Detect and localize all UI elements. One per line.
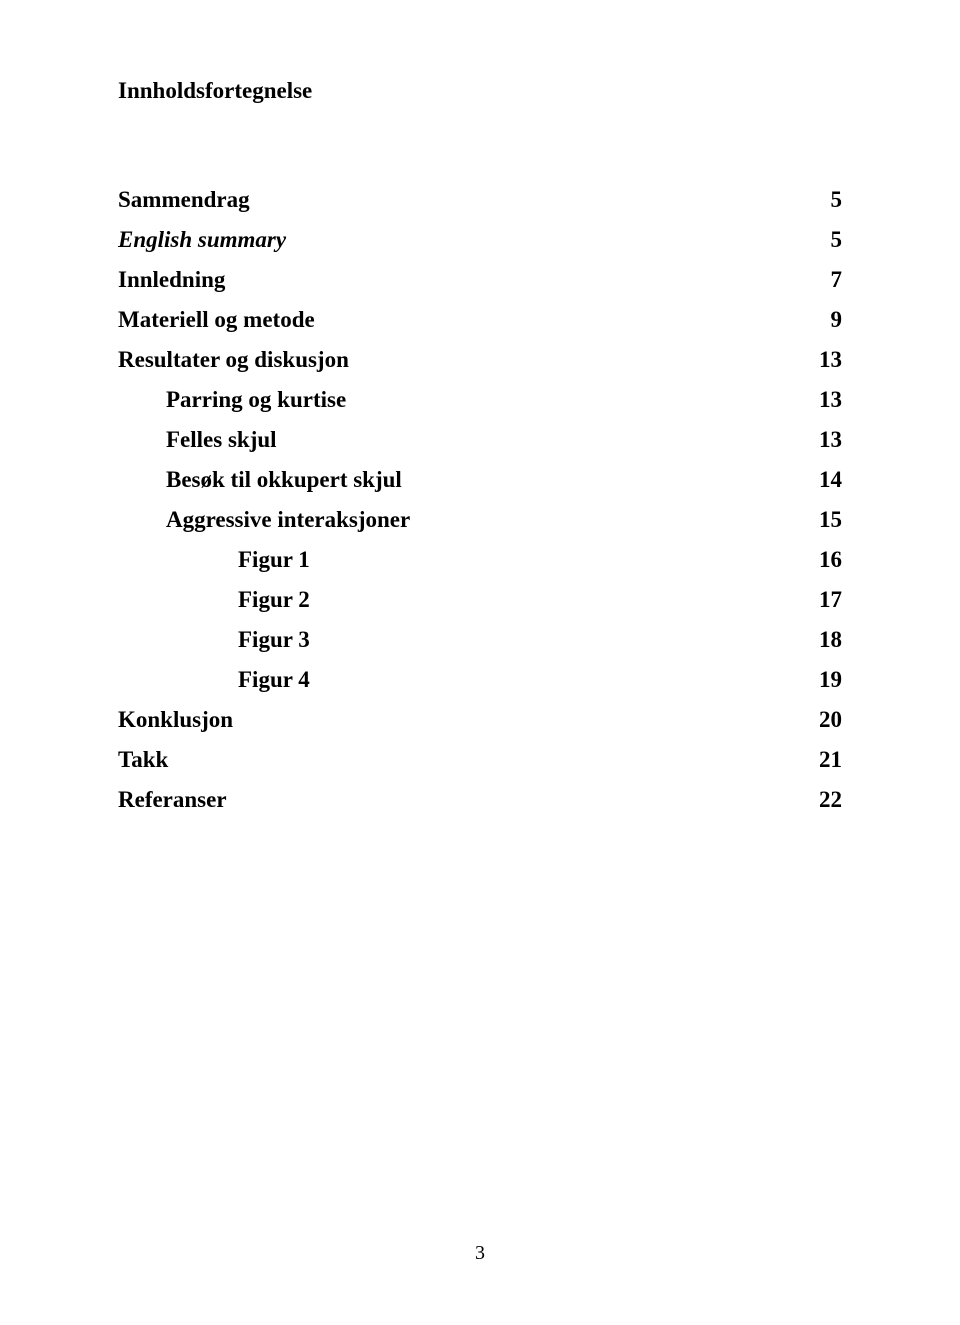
toc-title: Innholdsfortegnelse	[118, 78, 842, 104]
toc-entry-label: Materiell og metode	[118, 308, 315, 331]
page-number: 3	[0, 1242, 960, 1265]
toc-entry: Innledning 7	[118, 268, 842, 291]
toc-entry-label: Resultater og diskusjon	[118, 348, 349, 371]
toc-entry: Besøk til okkupert skjul 14	[118, 468, 842, 491]
toc-entry-page: 19	[812, 668, 842, 691]
toc-entry-page: 7	[812, 268, 842, 291]
toc-entry-page: 17	[812, 588, 842, 611]
toc-entry-page: 13	[812, 428, 842, 451]
toc-entry-page: 21	[812, 748, 842, 771]
toc-entry-label: Besøk til okkupert skjul	[118, 468, 402, 491]
toc-entry-label: Felles skjul	[118, 428, 277, 451]
toc-entry-label: Figur 1	[118, 548, 310, 571]
toc-entry-label: Sammendrag	[118, 188, 250, 211]
document-page: Innholdsfortegnelse Sammendrag5English s…	[0, 0, 960, 1325]
toc-entry-page: 22	[812, 788, 842, 811]
toc-entry: Figur 3 18	[118, 628, 842, 651]
toc-entry: Konklusjon 20	[118, 708, 842, 731]
toc-entry-label: Figur 4	[118, 668, 310, 691]
toc-entry-page: 13	[812, 348, 842, 371]
toc-entry-label: Takk	[118, 748, 168, 771]
toc-entry: English summary 5	[118, 228, 842, 251]
toc-entry-page: 18	[812, 628, 842, 651]
toc-entry: Referanser 22	[118, 788, 842, 811]
toc-entry: Aggressive interaksjoner 15	[118, 508, 842, 531]
toc-entry-label: Innledning	[118, 268, 225, 291]
toc-entry: Takk 21	[118, 748, 842, 771]
toc-entry: Felles skjul 13	[118, 428, 842, 451]
toc-entry-label: English summary	[118, 228, 286, 251]
toc-entry-page: 5	[812, 228, 842, 251]
toc-entry: Figur 1 16	[118, 548, 842, 571]
toc-entry-page: 14	[812, 468, 842, 491]
toc-entry: Resultater og diskusjon 13	[118, 348, 842, 371]
toc-entry-label: Konklusjon	[118, 708, 233, 731]
toc-entry: Figur 2 17	[118, 588, 842, 611]
toc-entry-page: 5	[812, 188, 842, 211]
toc-entry: Figur 4 19	[118, 668, 842, 691]
toc-entry: Sammendrag 5	[118, 188, 842, 211]
toc-entry-label: Figur 3	[118, 628, 310, 651]
toc-entry-page: 13	[812, 388, 842, 411]
toc-entry: Materiell og metode 9	[118, 308, 842, 331]
toc-entry-page: 9	[812, 308, 842, 331]
toc-entry-page: 20	[812, 708, 842, 731]
toc-entry-label: Figur 2	[118, 588, 310, 611]
toc-entry-page: 16	[812, 548, 842, 571]
toc-entry: Parring og kurtise 13	[118, 388, 842, 411]
toc-entry-label: Aggressive interaksjoner	[118, 508, 410, 531]
toc-list: Sammendrag 5 English summary 5 Innledning 7 Ma…	[118, 188, 842, 811]
toc-entry-label: Referanser	[118, 788, 227, 811]
toc-entry-label: Parring og kurtise	[118, 388, 346, 411]
toc-entry-page: 15	[812, 508, 842, 531]
